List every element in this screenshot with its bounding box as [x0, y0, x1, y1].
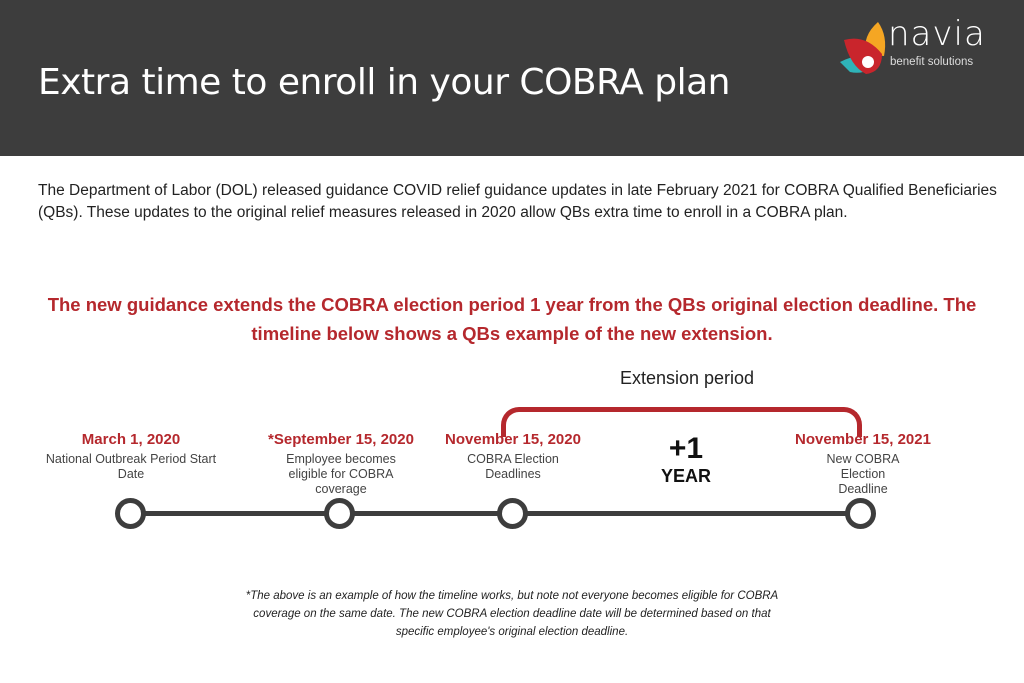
page-title: Extra time to enroll in your COBRA plan: [38, 62, 730, 103]
event-date: November 15, 2020: [445, 431, 581, 448]
timeline-node: [115, 498, 146, 529]
event-label: National Outbreak Period Start Date: [45, 452, 217, 481]
intro-paragraph: The Department of Labor (DOL) released g…: [38, 182, 997, 221]
timeline-event: November 15, 2020 COBRA Election Deadlin…: [423, 431, 603, 482]
footnote: *The above is an example of how the time…: [245, 590, 779, 638]
timeline-event: November 15, 2021 New COBRA Election Dea…: [773, 431, 953, 497]
timeline-node: [845, 498, 876, 529]
timeline-event: *September 15, 2020 Employee becomes eli…: [251, 431, 431, 497]
event-label: New COBRA Election Deadline: [826, 452, 900, 496]
logo-tagline: benefit solutions: [890, 56, 974, 68]
timeline-event: March 1, 2020 National Outbreak Period S…: [41, 431, 221, 482]
extension-bracket: [501, 407, 862, 437]
timeline-node: [324, 498, 355, 529]
plus-unit: YEAR: [660, 466, 711, 486]
extension-period-label: Extension period: [619, 368, 755, 388]
header-banner: Extra time to enroll in your COBRA plan …: [0, 0, 1024, 156]
timeline-line: [130, 511, 860, 516]
timeline-node: [497, 498, 528, 529]
flame-logo-icon: [840, 22, 886, 74]
event-label: Employee becomes eligible for COBRA cove…: [286, 452, 396, 496]
navia-logo: navia benefit solutions: [838, 14, 1008, 78]
event-date: March 1, 2020: [81, 431, 181, 448]
event-label: COBRA Election Deadlines: [467, 452, 559, 481]
event-date: *September 15, 2020: [268, 431, 414, 448]
event-date: November 15, 2021: [795, 431, 931, 448]
plus-value: +1: [668, 432, 704, 465]
plus-one-year: +1 YEAR: [640, 432, 732, 487]
highlight-text: The new guidance extends the COBRA elect…: [47, 294, 977, 344]
logo-wordmark: navia: [888, 14, 986, 54]
